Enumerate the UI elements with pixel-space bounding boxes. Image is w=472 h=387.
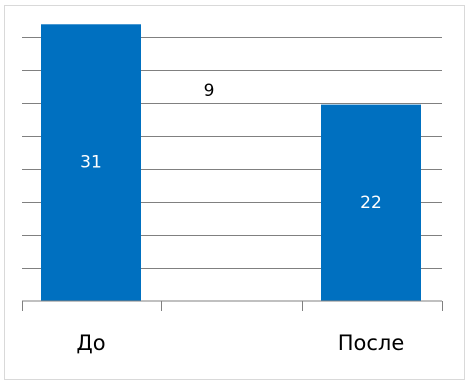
data-label: 31 [80, 153, 102, 173]
bar-2 [321, 104, 421, 301]
bars [41, 24, 421, 301]
bar-1 [41, 24, 141, 301]
category-labels: До После [76, 331, 404, 355]
data-label: 22 [360, 193, 382, 213]
category-label: До [76, 331, 105, 355]
difference-annotation: 9 [204, 81, 215, 101]
data-labels: 31 22 [80, 153, 382, 213]
x-axis-ticks [22, 301, 443, 311]
category-label: После [338, 331, 405, 355]
